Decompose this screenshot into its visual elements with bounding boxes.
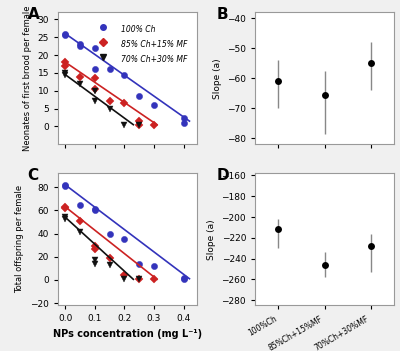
Y-axis label: Neonates of first brood per female: Neonates of first brood per female bbox=[23, 6, 32, 151]
Text: D: D bbox=[216, 168, 229, 183]
X-axis label: NPs concentration (mg L⁻¹): NPs concentration (mg L⁻¹) bbox=[53, 329, 202, 339]
Legend: 100% Ch, 85% Ch+15% MF, 70% Ch+30% MF: 100% Ch, 85% Ch+15% MF, 70% Ch+30% MF bbox=[86, 19, 190, 67]
Y-axis label: Slope (a): Slope (a) bbox=[207, 219, 216, 260]
Y-axis label: Total offspring per female: Total offspring per female bbox=[16, 185, 24, 293]
Text: C: C bbox=[28, 168, 38, 183]
Text: A: A bbox=[28, 7, 39, 22]
Text: B: B bbox=[216, 7, 228, 22]
Y-axis label: Slope (a): Slope (a) bbox=[212, 58, 222, 99]
